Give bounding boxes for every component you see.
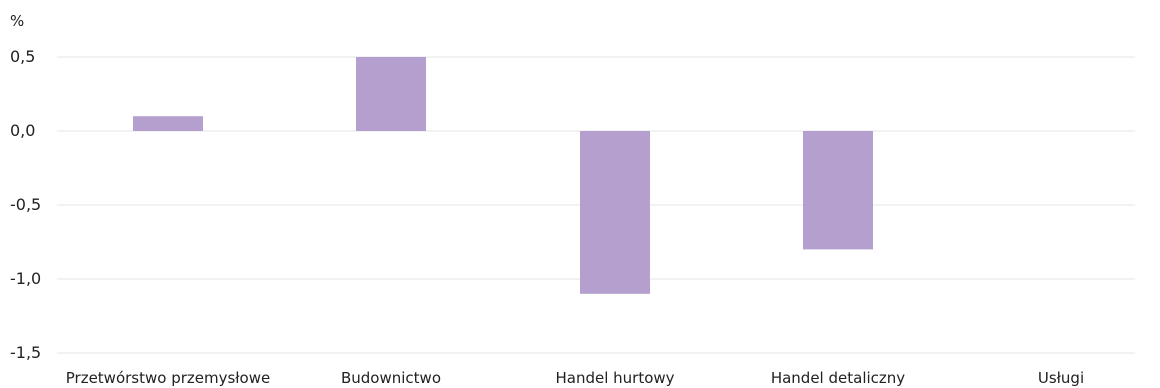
y-axis-tick-labels: 0,5 0,0 -0,5 -1,0 -1,5: [10, 47, 41, 362]
bars: [133, 57, 873, 294]
y-tick-label: -1,0: [10, 269, 41, 288]
x-category-label: Handel hurtowy: [555, 369, 674, 387]
x-category-label: Budownictwo: [341, 369, 441, 387]
y-tick-label: 0,5: [10, 47, 35, 66]
x-category-label: Usługi: [1038, 369, 1084, 387]
bar: [356, 57, 426, 131]
y-tick-label: -1,5: [10, 343, 41, 362]
x-category-label: Handel detaliczny: [771, 369, 905, 387]
bar: [133, 116, 203, 131]
y-tick-label: -0,5: [10, 195, 41, 214]
y-axis-unit-label: %: [10, 12, 24, 30]
y-tick-label: 0,0: [10, 121, 35, 140]
bar: [803, 131, 873, 250]
x-axis-category-labels: Przetwórstwo przemysłowe Budownictwo Hande…: [66, 369, 1084, 387]
x-category-label: Przetwórstwo przemysłowe: [66, 369, 271, 387]
bar: [580, 131, 650, 294]
